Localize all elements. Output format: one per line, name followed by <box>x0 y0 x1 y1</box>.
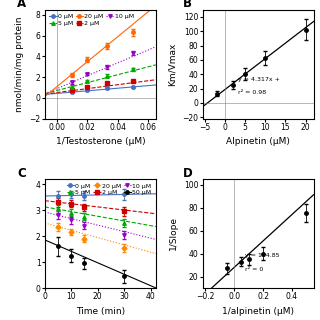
Y-axis label: nmol/min/mg protein: nmol/min/mg protein <box>15 16 24 112</box>
Text: B: B <box>182 0 192 11</box>
Text: C: C <box>17 167 26 180</box>
X-axis label: 1/Testosterone (μM): 1/Testosterone (μM) <box>56 138 145 147</box>
Text: y = 4.317x +: y = 4.317x + <box>238 76 280 82</box>
Text: y = 114.85: y = 114.85 <box>245 253 279 259</box>
Y-axis label: 1/Slope: 1/Slope <box>169 216 178 251</box>
X-axis label: 1/alpinetin (μM): 1/alpinetin (μM) <box>222 307 294 316</box>
Legend: 0 μM, 5 μM, 20 μM, 2 μM, 10 μM, 50 μM: 0 μM, 5 μM, 20 μM, 2 μM, 10 μM, 50 μM <box>65 182 153 196</box>
Text: r² = 0.98: r² = 0.98 <box>238 90 266 95</box>
Y-axis label: Km/Vmax: Km/Vmax <box>168 43 177 86</box>
X-axis label: Alpinetin (μM): Alpinetin (μM) <box>226 138 290 147</box>
Text: r² = 0: r² = 0 <box>245 267 263 272</box>
Text: D: D <box>182 167 192 180</box>
Legend: 0 μM, 5 μM, 20 μM, 2 μM, 10 μM: 0 μM, 5 μM, 20 μM, 2 μM, 10 μM <box>48 13 135 27</box>
X-axis label: Time (min): Time (min) <box>76 307 125 316</box>
Text: A: A <box>17 0 26 11</box>
